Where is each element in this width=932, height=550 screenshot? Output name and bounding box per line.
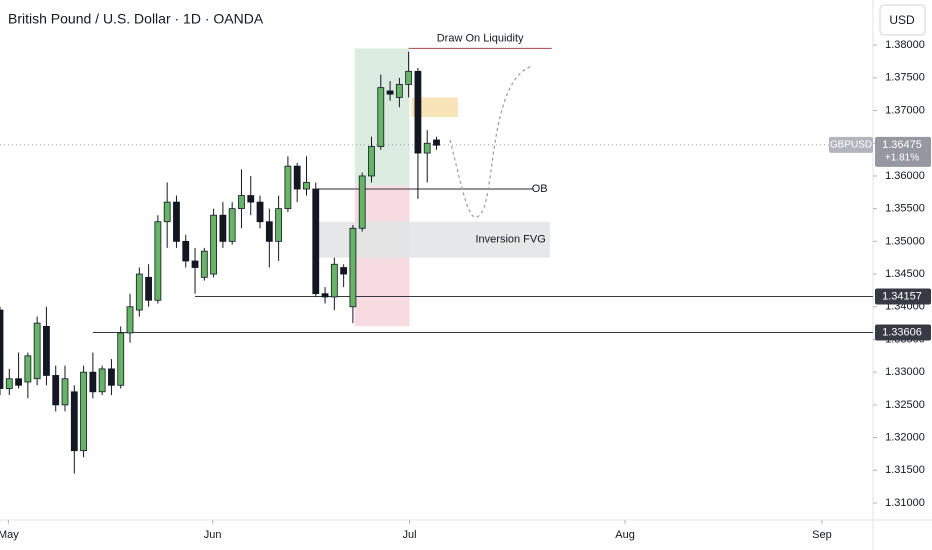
candle-body — [210, 214, 218, 275]
ob-label: OB — [532, 183, 548, 195]
candle-body — [433, 139, 440, 146]
level-label: 1.33606 — [882, 326, 922, 338]
y-tick-label: 1.31500 — [885, 464, 925, 476]
level-label-box — [875, 288, 931, 305]
candle-body — [61, 378, 69, 406]
candle-body — [368, 146, 375, 177]
x-tick-label: Jul — [403, 529, 417, 541]
level-label-box — [875, 324, 931, 341]
candle-body — [89, 371, 97, 393]
candle-body — [0, 309, 4, 389]
candle-body — [284, 165, 292, 210]
candle-body — [256, 201, 264, 223]
candle-body — [15, 378, 22, 386]
currency-label: USD — [889, 13, 915, 27]
plot: 1.380001.375001.370001.365001.360001.355… — [0, 32, 931, 541]
y-tick-label: 1.33000 — [885, 366, 925, 378]
zone — [411, 97, 458, 118]
y-tick-label: 1.31000 — [885, 497, 925, 509]
candle-body — [321, 293, 329, 298]
candle-body — [163, 201, 171, 223]
candle-body — [24, 355, 32, 383]
y-tick-label: 1.37000 — [885, 104, 925, 116]
candle-body — [5, 378, 13, 389]
candle-body — [395, 83, 403, 98]
candle-body — [191, 260, 199, 268]
symbol-box — [829, 136, 873, 153]
symbol-label: GBPUSD — [830, 140, 872, 151]
candle-body — [238, 195, 245, 210]
candle-body — [135, 273, 143, 311]
candle-body — [303, 182, 310, 190]
candle-body — [423, 142, 431, 154]
candle-body — [265, 221, 273, 242]
y-tick-label: 1.37500 — [885, 72, 925, 84]
candle-body — [228, 208, 236, 242]
y-tick-label: 1.32500 — [885, 399, 925, 411]
candle-body — [247, 195, 255, 203]
candle-body — [145, 276, 152, 301]
y-tick-label: 1.34500 — [885, 268, 925, 280]
candle-body — [43, 325, 50, 376]
candle-body — [414, 70, 422, 154]
currency-button[interactable] — [879, 4, 926, 36]
price-label: 1.36475 — [882, 139, 922, 151]
candle-body — [80, 371, 87, 452]
candle-body — [108, 368, 115, 386]
fvg-label: Inversion FVG — [475, 234, 545, 246]
price-box — [875, 136, 931, 167]
candle-body — [349, 227, 357, 308]
x-tick-label: Sep — [812, 529, 832, 541]
candle-body — [293, 165, 301, 190]
candle-body — [386, 90, 394, 95]
x-tick-label: Aug — [615, 529, 635, 541]
y-tick-label: 1.36000 — [885, 170, 925, 182]
candle-body — [200, 250, 208, 278]
projection-path — [449, 65, 533, 218]
change-label: +1.81% — [885, 153, 919, 164]
fvg-zone — [317, 221, 550, 258]
y-tick-label: 1.35500 — [885, 203, 925, 215]
candle-body — [173, 201, 180, 242]
candle-body — [154, 221, 162, 301]
chart-title: British Pound / U.S. Dollar · 1D · OANDA — [8, 11, 264, 27]
candle-body — [377, 87, 385, 147]
y-tick-label: 1.38000 — [885, 39, 925, 51]
x-tick-label: Jun — [204, 529, 222, 541]
candle-body — [275, 208, 283, 242]
candle-body — [340, 267, 348, 275]
candle-body — [182, 240, 190, 262]
liquidity-label: Draw On Liquidity — [437, 32, 524, 44]
y-tick-label: 1.35000 — [885, 235, 925, 247]
candle-body — [117, 332, 125, 386]
candle-body — [358, 175, 366, 229]
candle-body — [33, 322, 41, 380]
candle-body — [219, 214, 227, 242]
candle-body — [98, 368, 106, 393]
candle-body — [312, 188, 320, 295]
candle-body — [405, 70, 413, 85]
y-tick-label: 1.32000 — [885, 431, 925, 443]
candle-body — [330, 263, 338, 298]
candle-body — [52, 375, 60, 406]
candle-body — [126, 306, 134, 334]
x-tick-label: May — [0, 529, 19, 541]
candle-body — [70, 391, 78, 452]
level-label: 1.34157 — [882, 290, 922, 302]
